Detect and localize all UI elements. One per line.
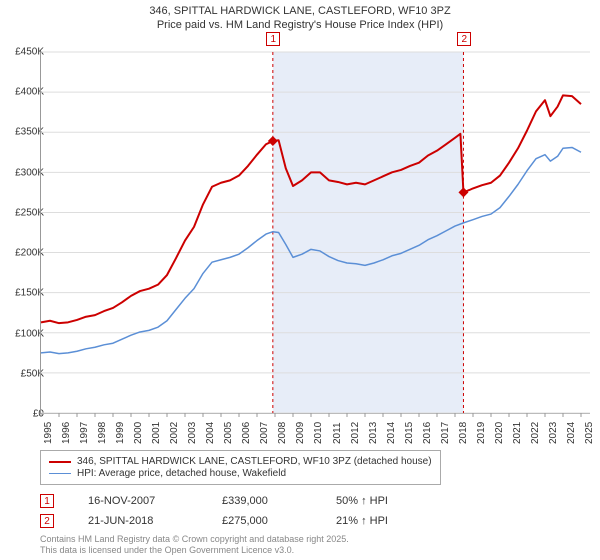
x-axis-tick-label: 2010	[313, 422, 324, 444]
legend-label: 346, SPITTAL HARDWICK LANE, CASTLEFORD, …	[77, 456, 432, 467]
sale-price: £275,000	[222, 515, 302, 527]
legend-label: HPI: Average price, detached house, Wake…	[77, 468, 286, 479]
sale-marker-1: 1	[40, 494, 54, 508]
x-axis-tick-label: 1995	[43, 422, 54, 444]
x-axis-tick-label: 1996	[61, 422, 72, 444]
x-axis-tick-label: 2003	[187, 422, 198, 444]
sale-record-row: 1 16-NOV-2007 £339,000 50% ↑ HPI	[40, 494, 388, 508]
legend: 346, SPITTAL HARDWICK LANE, CASTLEFORD, …	[40, 450, 441, 485]
x-axis-tick-label: 2005	[223, 422, 234, 444]
chart-svg	[41, 52, 590, 413]
x-axis-tick-label: 2013	[368, 422, 379, 444]
sale-record-row: 2 21-JUN-2018 £275,000 21% ↑ HPI	[40, 514, 388, 528]
x-axis-tick-label: 2012	[350, 422, 361, 444]
sale-price: £339,000	[222, 495, 302, 507]
x-axis-tick-label: 2017	[440, 422, 451, 444]
chart-container: 346, SPITTAL HARDWICK LANE, CASTLEFORD, …	[0, 0, 600, 560]
x-axis-tick-label: 1999	[115, 422, 126, 444]
x-axis-tick-label: 2019	[476, 422, 487, 444]
x-axis-tick-label: 2015	[404, 422, 415, 444]
legend-swatch	[49, 461, 71, 463]
x-axis-tick-label: 2016	[422, 422, 433, 444]
x-axis-tick-label: 2004	[205, 422, 216, 444]
x-axis-tick-label: 2023	[548, 422, 559, 444]
plot-area: 12	[40, 52, 590, 414]
sale-flag-2: 2	[457, 32, 471, 46]
x-axis-tick-label: 2002	[169, 422, 180, 444]
sale-date: 21-JUN-2018	[88, 515, 188, 527]
sale-hpi-delta: 21% ↑ HPI	[336, 515, 388, 527]
x-axis-tick-label: 2000	[133, 422, 144, 444]
x-axis-tick-label: 2025	[584, 422, 595, 444]
x-axis-tick-label: 1997	[79, 422, 90, 444]
attribution: Contains HM Land Registry data © Crown c…	[40, 534, 349, 556]
sale-date: 16-NOV-2007	[88, 495, 188, 507]
sale-hpi-delta: 50% ↑ HPI	[336, 495, 388, 507]
title-line-1: 346, SPITTAL HARDWICK LANE, CASTLEFORD, …	[0, 4, 600, 18]
legend-swatch	[49, 473, 71, 474]
x-axis-tick-label: 2011	[332, 422, 343, 444]
x-axis-tick-label: 2001	[151, 422, 162, 444]
x-axis-tick-label: 2024	[566, 422, 577, 444]
attribution-line-2: This data is licensed under the Open Gov…	[40, 545, 349, 556]
x-axis-tick-label: 2022	[530, 422, 541, 444]
x-axis-tick-label: 2007	[259, 422, 270, 444]
x-axis-tick-label: 2008	[277, 422, 288, 444]
x-axis-tick-label: 1998	[97, 422, 108, 444]
sale-flag-1: 1	[266, 32, 280, 46]
attribution-line-1: Contains HM Land Registry data © Crown c…	[40, 534, 349, 545]
x-axis-tick-label: 2006	[241, 422, 252, 444]
x-axis-tick-label: 2009	[295, 422, 306, 444]
x-axis-tick-label: 2021	[512, 422, 523, 444]
x-axis-tick-label: 2020	[494, 422, 505, 444]
x-axis-tick-label: 2014	[386, 422, 397, 444]
legend-item: HPI: Average price, detached house, Wake…	[49, 468, 432, 479]
legend-item: 346, SPITTAL HARDWICK LANE, CASTLEFORD, …	[49, 456, 432, 467]
chart-title: 346, SPITTAL HARDWICK LANE, CASTLEFORD, …	[0, 0, 600, 33]
sale-marker-2: 2	[40, 514, 54, 528]
x-axis-tick-label: 2018	[458, 422, 469, 444]
title-line-2: Price paid vs. HM Land Registry's House …	[0, 18, 600, 32]
